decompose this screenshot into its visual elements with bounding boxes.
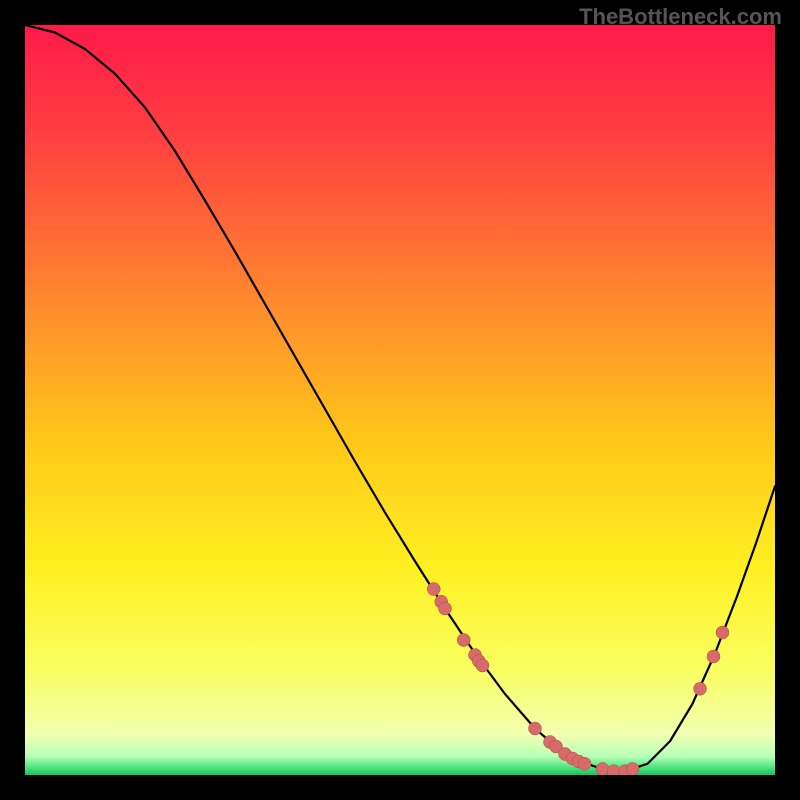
- watermark-label: TheBottleneck.com: [579, 4, 782, 30]
- data-marker: [596, 763, 609, 776]
- data-marker: [707, 650, 720, 663]
- data-marker: [439, 602, 452, 615]
- chart-svg: [25, 25, 775, 775]
- data-marker: [578, 757, 591, 770]
- data-marker: [457, 634, 470, 647]
- data-marker: [626, 763, 639, 776]
- data-marker: [427, 583, 440, 596]
- data-marker: [607, 765, 620, 775]
- chart-plot-area: [25, 25, 775, 775]
- data-marker: [694, 682, 707, 695]
- data-marker: [716, 626, 729, 639]
- chart-background: [25, 25, 775, 775]
- data-marker: [529, 722, 542, 735]
- data-marker: [476, 659, 489, 672]
